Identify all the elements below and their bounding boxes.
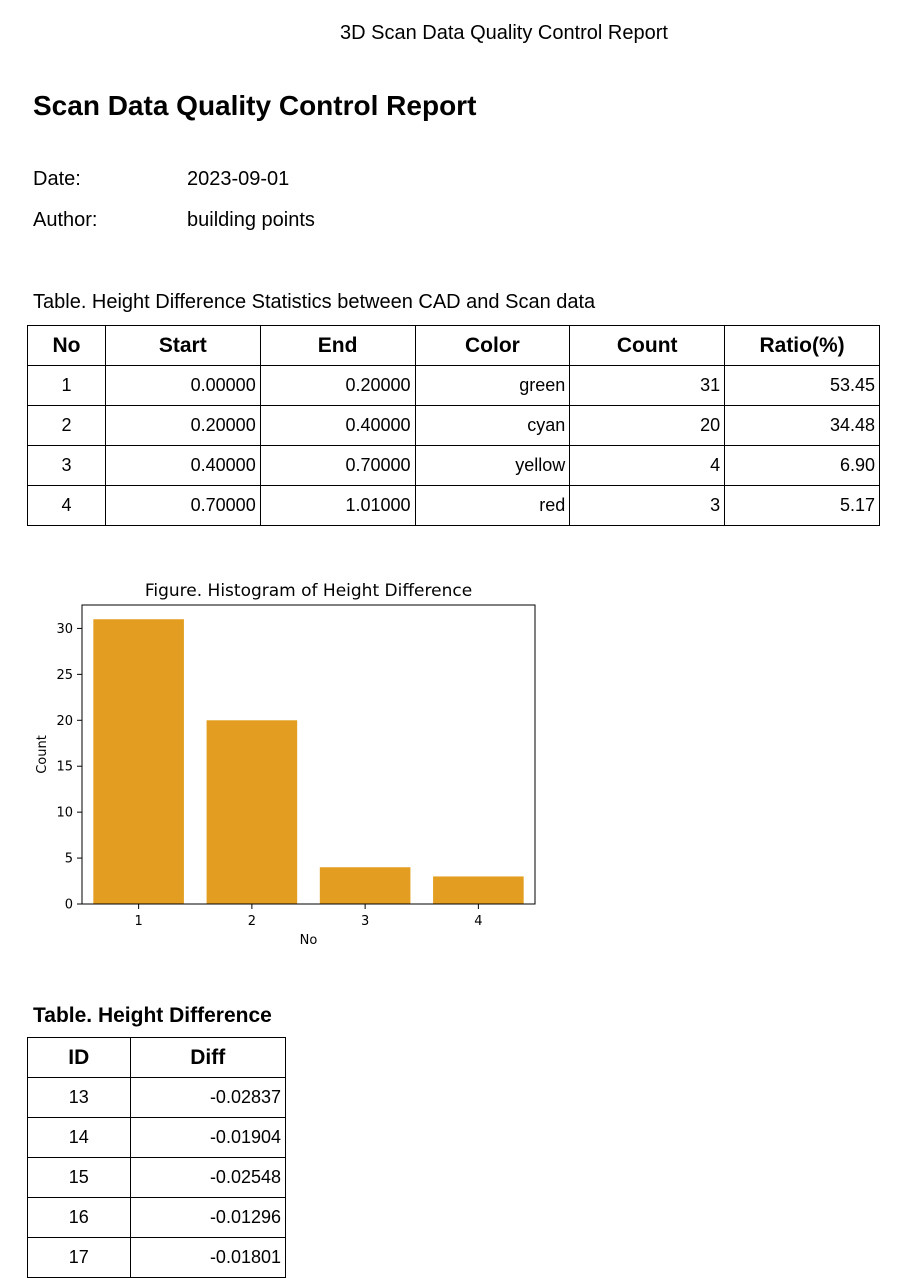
diff-header-row: ID Diff — [27, 1037, 286, 1078]
table-row: 4 0.70000 1.01000 red 3 5.17 — [27, 485, 880, 526]
meta-date-row: Date: 2023-09-01 — [33, 168, 289, 191]
cell-diff: -0.01904 — [129, 1117, 286, 1158]
cell-end: 0.70000 — [259, 445, 416, 486]
y-tick-label: 30 — [56, 622, 73, 637]
cell-no: 1 — [27, 365, 106, 406]
cell-diff: -0.02548 — [129, 1157, 286, 1198]
chart-title: Figure. Histogram of Height Difference — [145, 581, 472, 601]
date-value: 2023-09-01 — [187, 168, 290, 190]
author-value: building points — [187, 209, 315, 231]
y-tick-label: 15 — [56, 760, 73, 775]
stats-table-caption: Table. Height Difference Statistics betw… — [33, 291, 596, 313]
y-tick-label: 0 — [65, 898, 73, 913]
y-tick-label: 10 — [56, 806, 73, 821]
date-label: Date: — [33, 168, 81, 190]
diff-table-caption: Table. Height Difference — [33, 1004, 272, 1027]
x-tick-label: 4 — [474, 914, 482, 929]
header-id: ID — [27, 1037, 131, 1078]
cell-diff: -0.01801 — [129, 1237, 286, 1278]
cell-start: 0.40000 — [104, 445, 261, 486]
table-row: 14 -0.01904 — [27, 1117, 286, 1158]
cell-id: 15 — [27, 1157, 131, 1198]
header-count: Count — [569, 325, 726, 366]
header-no: No — [27, 325, 106, 366]
stats-header-row: No Start End Color Count Ratio(%) — [27, 325, 880, 366]
chart-bar — [319, 867, 411, 904]
header-ratio: Ratio(%) — [724, 325, 880, 366]
y-tick-label: 20 — [56, 714, 73, 729]
diff-table: ID Diff 13 -0.02837 14 -0.01904 15 -0.02… — [27, 1037, 286, 1278]
y-tick-label: 25 — [56, 668, 73, 683]
report-title: Scan Data Quality Control Report — [33, 90, 477, 121]
cell-start: 0.70000 — [104, 485, 261, 526]
cell-no: 2 — [27, 405, 106, 446]
table-row: 1 0.00000 0.20000 green 31 53.45 — [27, 365, 880, 406]
table-row: 17 -0.01801 — [27, 1237, 286, 1278]
meta-author-row: Author: building points — [33, 209, 315, 232]
y-tick-label: 5 — [65, 852, 73, 867]
cell-end: 1.01000 — [259, 485, 416, 526]
header-diff: Diff — [129, 1037, 286, 1078]
x-tick-label: 2 — [248, 914, 256, 929]
cell-ratio: 53.45 — [724, 365, 880, 406]
cell-id: 14 — [27, 1117, 131, 1158]
cell-start: 0.20000 — [104, 405, 261, 446]
cell-color: green — [414, 365, 571, 406]
cell-no: 3 — [27, 445, 106, 486]
author-label: Author: — [33, 209, 98, 231]
cell-end: 0.40000 — [259, 405, 416, 446]
cell-id: 16 — [27, 1197, 131, 1238]
x-axis-label: No — [300, 933, 318, 948]
cell-color: cyan — [414, 405, 571, 446]
cell-end: 0.20000 — [259, 365, 416, 406]
histogram-chart: Figure. Histogram of Height Difference 0 5… — [35, 581, 536, 948]
cell-diff: -0.02837 — [129, 1077, 286, 1118]
header-start: Start — [104, 325, 261, 366]
cell-count: 4 — [569, 445, 726, 486]
cell-id: 13 — [27, 1077, 131, 1118]
plot-frame — [81, 604, 536, 905]
table-row: 15 -0.02548 — [27, 1157, 286, 1198]
x-tick-label: 3 — [361, 914, 369, 929]
table-row: 2 0.20000 0.40000 cyan 20 34.48 — [27, 405, 880, 446]
cell-ratio: 34.48 — [724, 405, 880, 446]
cell-start: 0.00000 — [104, 365, 261, 406]
cell-id: 17 — [27, 1237, 131, 1278]
table-row: 3 0.40000 0.70000 yellow 4 6.90 — [27, 445, 880, 486]
table-row: 16 -0.01296 — [27, 1197, 286, 1238]
cell-count: 20 — [569, 405, 726, 446]
cell-ratio: 5.17 — [724, 485, 880, 526]
chart-bar — [93, 619, 184, 904]
histogram-figure: Figure. Histogram of Height Difference 0 5… — [30, 575, 550, 955]
cell-count: 3 — [569, 485, 726, 526]
chart-bar — [206, 720, 298, 904]
cell-ratio: 6.90 — [724, 445, 880, 486]
y-axis-label: Count — [35, 735, 50, 774]
header-color: Color — [414, 325, 571, 366]
cell-color: red — [414, 485, 571, 526]
stats-table: No Start End Color Count Ratio(%) 1 0.00… — [27, 325, 880, 526]
table-row: 13 -0.02837 — [27, 1077, 286, 1118]
page-header-text: 3D Scan Data Quality Control Report — [340, 22, 668, 44]
cell-diff: -0.01296 — [129, 1197, 286, 1238]
header-end: End — [259, 325, 416, 366]
x-tick-label: 1 — [134, 914, 142, 929]
cell-color: yellow — [414, 445, 571, 486]
chart-bar — [433, 876, 524, 904]
cell-count: 31 — [569, 365, 726, 406]
cell-no: 4 — [27, 485, 106, 526]
